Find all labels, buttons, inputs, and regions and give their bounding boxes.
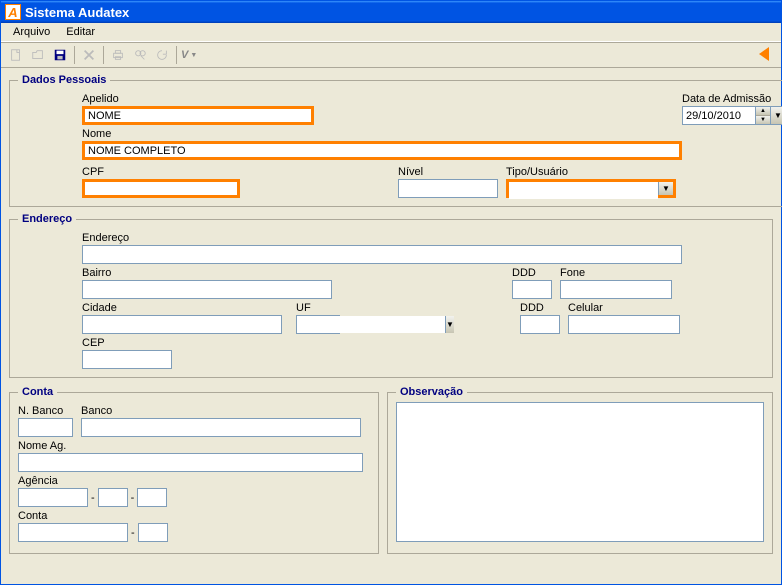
legend-endereco: Endereço [18, 213, 76, 225]
toolbar-separator [74, 46, 75, 64]
toolbar-separator [176, 46, 177, 64]
nbanco-input[interactable] [18, 418, 73, 437]
banco-label: Banco [81, 405, 370, 417]
tipo-label: Tipo/Usuário [506, 166, 676, 178]
uf-label: UF [296, 302, 340, 314]
menu-arquivo[interactable]: Arquivo [5, 24, 58, 40]
endereco-label: Endereço [82, 232, 764, 244]
apelido-label: Apelido [82, 93, 682, 105]
ddd-celular-input[interactable] [520, 315, 560, 334]
banco-input[interactable] [81, 418, 361, 437]
save-icon[interactable] [50, 45, 70, 65]
fieldset-dados-pessoais: Dados Pessoais Apelido Nome CPF Nível [9, 74, 782, 207]
ddd1-label: DDD [512, 267, 552, 279]
agencia-input-2[interactable] [98, 488, 128, 507]
ddd2-label: DDD [520, 302, 560, 314]
chevron-down-icon[interactable]: ▼ [658, 182, 673, 195]
open-icon[interactable] [28, 45, 48, 65]
refresh-icon[interactable] [152, 45, 172, 65]
app-icon: A [5, 4, 21, 20]
observacao-textarea[interactable] [396, 402, 764, 542]
nome-input[interactable] [82, 141, 682, 160]
menu-editar[interactable]: Editar [58, 24, 103, 40]
conta-input-2[interactable] [138, 523, 168, 542]
data-admissao-input[interactable] [682, 106, 756, 125]
window-title: Sistema Audatex [25, 5, 129, 20]
delete-icon[interactable] [79, 45, 99, 65]
data-admissao-label: Data de Admissão [682, 93, 782, 105]
back-arrow-icon[interactable] [759, 47, 775, 63]
new-icon[interactable] [6, 45, 26, 65]
bairro-label: Bairro [82, 267, 332, 279]
nivel-label: Nível [398, 166, 498, 178]
data-admissao-picker[interactable]: ▲ ▼ ▼ [682, 106, 782, 125]
cidade-input[interactable] [82, 315, 282, 334]
legend-dados: Dados Pessoais [18, 74, 110, 86]
fieldset-observacao: Observação [387, 386, 773, 554]
cep-label: CEP [82, 337, 172, 349]
cpf-label: CPF [82, 166, 240, 178]
v-dropdown-icon[interactable]: V▼ [181, 45, 197, 65]
ddd-fone-input[interactable] [512, 280, 552, 299]
nivel-input[interactable] [398, 179, 498, 198]
spin-up-icon[interactable]: ▲ [756, 107, 770, 116]
cpf-input[interactable] [82, 179, 240, 198]
print-icon[interactable] [108, 45, 128, 65]
toolbar: V▼ [1, 42, 781, 68]
fone-label: Fone [560, 267, 672, 279]
agencia-input-3[interactable] [137, 488, 167, 507]
menu-bar: Arquivo Editar [1, 23, 781, 42]
chevron-down-icon[interactable]: ▼ [771, 106, 782, 125]
cidade-label: Cidade [82, 302, 282, 314]
date-spinner[interactable]: ▲ ▼ [756, 106, 771, 125]
nomeag-input[interactable] [18, 453, 363, 472]
dash-separator: - [128, 492, 138, 504]
legend-obs: Observação [396, 386, 467, 398]
dash-separator: - [88, 492, 98, 504]
nome-label: Nome [82, 128, 682, 140]
celular-input[interactable] [568, 315, 680, 334]
fone-input[interactable] [560, 280, 672, 299]
fieldset-conta: Conta N. Banco Banco Nome Ag. Agência - … [9, 386, 379, 554]
tipo-usuario-value[interactable] [509, 182, 658, 199]
agencia-input-1[interactable] [18, 488, 88, 507]
spin-down-icon[interactable]: ▼ [756, 116, 770, 124]
celular-label: Celular [568, 302, 680, 314]
find-icon[interactable] [130, 45, 150, 65]
window-titlebar: A Sistema Audatex [1, 1, 781, 23]
cep-input[interactable] [82, 350, 172, 369]
endereco-input[interactable] [82, 245, 682, 264]
fieldset-endereco: Endereço Endereço Bairro DDD Fone [9, 213, 773, 378]
uf-select[interactable]: ▼ [296, 315, 340, 334]
uf-value[interactable] [297, 316, 445, 333]
tipo-usuario-select[interactable]: ▼ [506, 179, 676, 198]
chevron-down-icon[interactable]: ▼ [445, 316, 454, 333]
toolbar-separator [103, 46, 104, 64]
legend-conta: Conta [18, 386, 57, 398]
apelido-input[interactable] [82, 106, 314, 125]
nbanco-label: N. Banco [18, 405, 73, 417]
bairro-input[interactable] [82, 280, 332, 299]
dash-separator: - [128, 527, 138, 539]
conta-label: Conta [18, 510, 370, 522]
agencia-label: Agência [18, 475, 370, 487]
conta-input-1[interactable] [18, 523, 128, 542]
nomeag-label: Nome Ag. [18, 440, 370, 452]
